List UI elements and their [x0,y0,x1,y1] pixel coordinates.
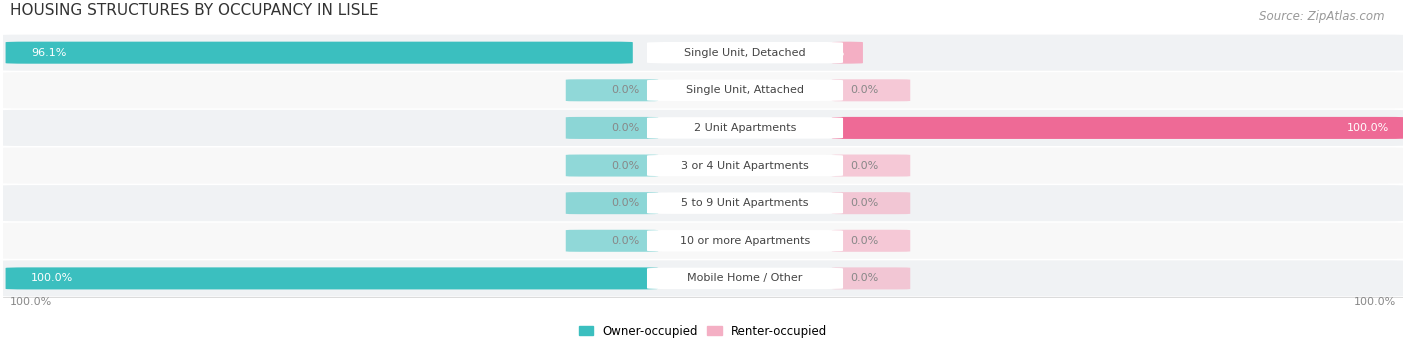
FancyBboxPatch shape [565,192,658,214]
Text: 0.0%: 0.0% [851,273,879,283]
FancyBboxPatch shape [565,117,658,139]
FancyBboxPatch shape [6,267,658,290]
Legend: Owner-occupied, Renter-occupied: Owner-occupied, Renter-occupied [574,320,832,341]
FancyBboxPatch shape [647,79,844,101]
FancyBboxPatch shape [565,154,658,177]
Text: 5 to 9 Unit Apartments: 5 to 9 Unit Apartments [682,198,808,208]
Text: 10 or more Apartments: 10 or more Apartments [681,236,810,246]
Text: Mobile Home / Other: Mobile Home / Other [688,273,803,283]
FancyBboxPatch shape [0,110,1406,146]
Text: HOUSING STRUCTURES BY OCCUPANCY IN LISLE: HOUSING STRUCTURES BY OCCUPANCY IN LISLE [10,3,378,18]
Text: 0.0%: 0.0% [851,161,879,170]
FancyBboxPatch shape [832,230,910,252]
FancyBboxPatch shape [0,35,1406,71]
Text: 100.0%: 100.0% [31,273,73,283]
FancyBboxPatch shape [0,72,1406,108]
Text: 0.0%: 0.0% [612,123,640,133]
FancyBboxPatch shape [647,42,844,63]
Text: 100.0%: 100.0% [10,297,52,307]
Text: 100.0%: 100.0% [1347,123,1389,133]
Text: 0.0%: 0.0% [851,236,879,246]
FancyBboxPatch shape [6,42,633,64]
FancyBboxPatch shape [832,79,910,101]
FancyBboxPatch shape [832,42,863,64]
Text: Source: ZipAtlas.com: Source: ZipAtlas.com [1260,10,1385,23]
Text: 100.0%: 100.0% [1354,297,1396,307]
FancyBboxPatch shape [647,268,844,289]
FancyBboxPatch shape [832,117,1406,139]
Text: 0.0%: 0.0% [851,85,879,95]
Text: Single Unit, Detached: Single Unit, Detached [685,48,806,58]
Text: 0.0%: 0.0% [851,198,879,208]
FancyBboxPatch shape [565,230,658,252]
FancyBboxPatch shape [565,79,658,101]
Text: 0.0%: 0.0% [612,85,640,95]
FancyBboxPatch shape [647,192,844,214]
FancyBboxPatch shape [832,192,910,214]
Text: 4.0%: 4.0% [817,48,845,58]
FancyBboxPatch shape [647,230,844,252]
FancyBboxPatch shape [0,260,1406,296]
FancyBboxPatch shape [647,117,844,139]
FancyBboxPatch shape [0,223,1406,259]
Text: Single Unit, Attached: Single Unit, Attached [686,85,804,95]
Text: 3 or 4 Unit Apartments: 3 or 4 Unit Apartments [681,161,808,170]
Text: 0.0%: 0.0% [612,236,640,246]
Text: 96.1%: 96.1% [31,48,66,58]
FancyBboxPatch shape [832,154,910,177]
Text: 0.0%: 0.0% [612,198,640,208]
Text: 2 Unit Apartments: 2 Unit Apartments [693,123,796,133]
FancyBboxPatch shape [0,147,1406,183]
FancyBboxPatch shape [832,267,910,290]
FancyBboxPatch shape [647,155,844,176]
FancyBboxPatch shape [0,185,1406,221]
Text: 0.0%: 0.0% [612,161,640,170]
